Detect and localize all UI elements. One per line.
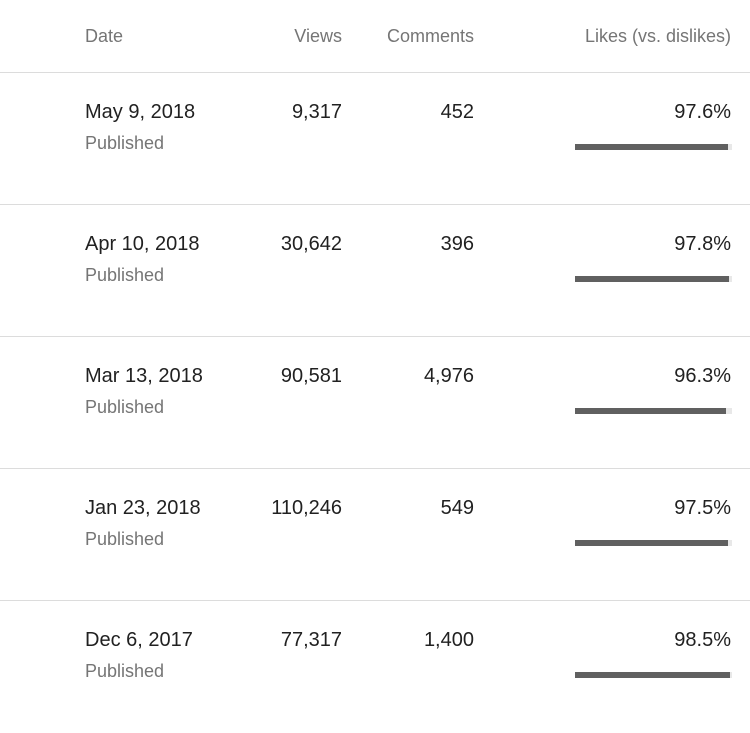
likes-ratio-fill (575, 408, 727, 414)
row-date: May 9, 2018 (85, 101, 196, 123)
row-comments: 549 (440, 497, 474, 519)
row-likes-percent: 97.5% (674, 497, 731, 519)
row-comments: 4,976 (423, 365, 474, 387)
table-row[interactable]: Apr 10, 2018 Published 30,642 396 97.8% (0, 205, 750, 337)
column-header-comments[interactable]: Comments (386, 26, 474, 46)
table-row[interactable]: Mar 13, 2018 Published 90,581 4,976 96.3… (0, 337, 750, 469)
row-status: Published (85, 133, 165, 153)
row-views: 30,642 (280, 233, 342, 255)
likes-ratio-bar (575, 408, 732, 414)
table-row[interactable]: May 9, 2018 Published 9,317 452 97.6% (0, 73, 750, 205)
row-likes-percent: 96.3% (674, 365, 731, 387)
likes-ratio-fill (575, 540, 729, 546)
likes-ratio-fill (575, 144, 729, 150)
row-likes-percent: 98.5% (674, 629, 731, 651)
column-header-views[interactable]: Views (294, 26, 342, 46)
row-comments: 396 (440, 233, 474, 255)
likes-ratio-bar (575, 672, 732, 678)
row-comments: 1,400 (423, 629, 474, 651)
row-status: Published (85, 529, 165, 549)
row-likes-percent: 97.8% (674, 233, 731, 255)
likes-ratio-bar (575, 276, 732, 282)
row-date: Apr 10, 2018 (85, 233, 200, 255)
likes-ratio-bar (575, 144, 732, 150)
table-row[interactable]: Dec 6, 2017 Published 77,317 1,400 98.5% (0, 601, 750, 733)
row-status: Published (85, 661, 165, 681)
row-date: Jan 23, 2018 (85, 497, 201, 519)
row-status: Published (85, 265, 165, 285)
row-date: Mar 13, 2018 (85, 365, 203, 387)
row-status: Published (85, 397, 165, 417)
row-likes-percent: 97.6% (674, 101, 731, 123)
row-views: 110,246 (271, 497, 342, 519)
column-header-date[interactable]: Date (85, 26, 124, 46)
table-header: Date Views Comments Likes (vs. dislikes) (0, 0, 750, 73)
row-views: 77,317 (280, 629, 342, 651)
row-views: 9,317 (291, 101, 342, 123)
likes-ratio-bar (575, 540, 732, 546)
row-date: Dec 6, 2017 (85, 629, 193, 651)
row-comments: 452 (440, 101, 474, 123)
table-row[interactable]: Jan 23, 2018 Published 110,246 549 97.5% (0, 469, 750, 601)
likes-ratio-fill (575, 276, 729, 282)
likes-ratio-fill (575, 672, 730, 678)
row-views: 90,581 (280, 365, 342, 387)
column-header-likes[interactable]: Likes (vs. dislikes) (584, 26, 731, 46)
